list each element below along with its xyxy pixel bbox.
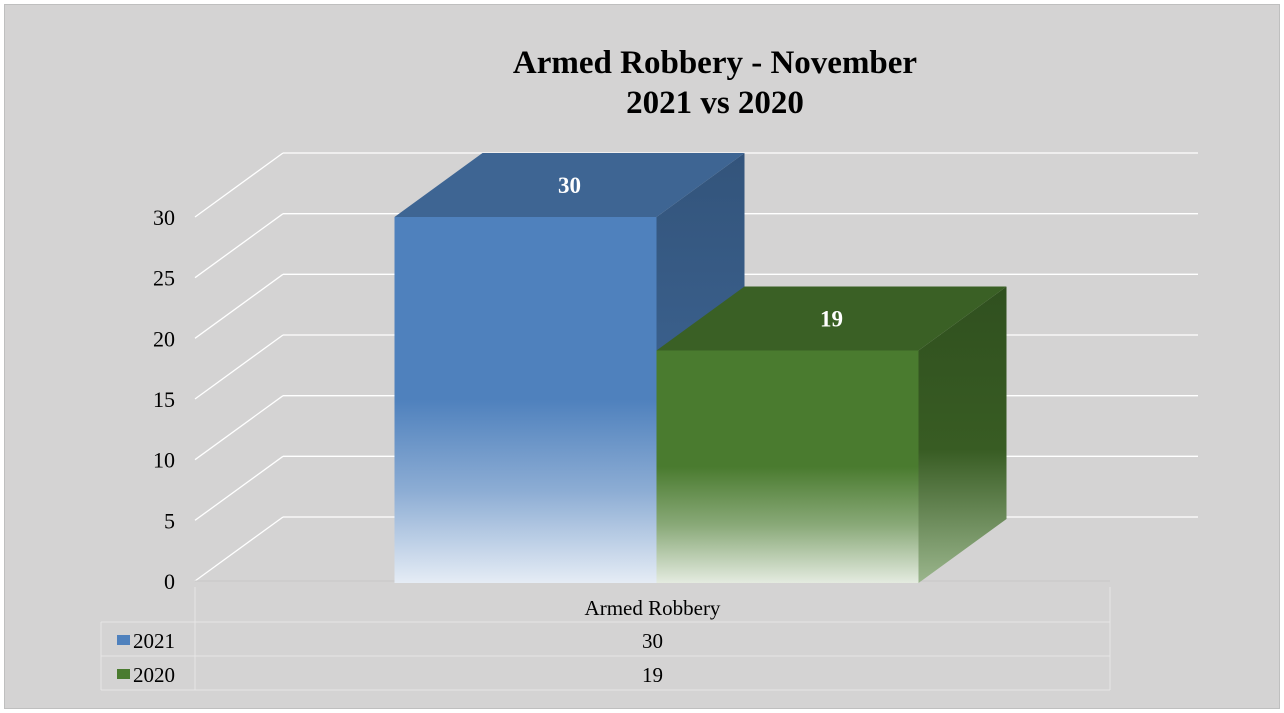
y-axis: 0 5 10 15 20 25 30: [153, 205, 175, 594]
y-tick-label: 20: [153, 326, 175, 351]
legend-key-2020: [117, 669, 130, 679]
chart-title-line-2: 2021 vs 2020: [626, 85, 804, 121]
legend-key-2021: [117, 635, 130, 645]
gridline-side: [194, 152, 284, 218]
table-category-header: Armed Robbery: [585, 596, 721, 620]
data-label: 19: [820, 306, 843, 331]
legend-label: 2020: [133, 663, 175, 687]
y-tick-label: 5: [164, 508, 175, 533]
bar-side-face: [918, 286, 1007, 583]
gridline-side: [194, 334, 284, 400]
data-label: 30: [558, 173, 581, 198]
gridline-side: [194, 273, 284, 339]
table-row: 2020 19: [117, 663, 663, 687]
bar-top-face: [394, 153, 745, 217]
bar-2020: 19: [656, 286, 1007, 583]
y-tick-label: 25: [153, 266, 175, 291]
chart-frame: Armed Robbery - November 2021 vs 2020 0 5…: [4, 4, 1280, 709]
gridline-side: [194, 516, 284, 582]
chart-plot: 0 5 10 15 20 25 30 30 19 Armed Robbery 2021 30 2020 1…: [100, 152, 1198, 691]
table-row: 2021 30: [117, 629, 663, 653]
bar-front-face: [656, 350, 919, 583]
chart-title: Armed Robbery - November 2021 vs 2020: [5, 43, 1284, 123]
gridline-side: [194, 213, 284, 279]
bar-2021: 30: [394, 153, 745, 583]
data-table: Armed Robbery 2021 30 2020 19: [100, 587, 1111, 691]
y-tick-label: 10: [153, 448, 175, 473]
legend-label: 2021: [133, 629, 175, 653]
table-cell-value: 30: [642, 629, 663, 653]
y-tick-label: 0: [164, 569, 175, 594]
gridline-side: [194, 455, 284, 521]
y-tick-label: 15: [153, 387, 175, 412]
gridline-side: [194, 395, 284, 461]
table-cell-value: 19: [642, 663, 663, 687]
bars: 30 19: [394, 153, 1007, 583]
bar-top-face: [656, 286, 1007, 351]
y-tick-label: 30: [153, 205, 175, 230]
bar-front-face: [394, 217, 657, 583]
chart-title-line-1: Armed Robbery - November: [512, 45, 918, 81]
